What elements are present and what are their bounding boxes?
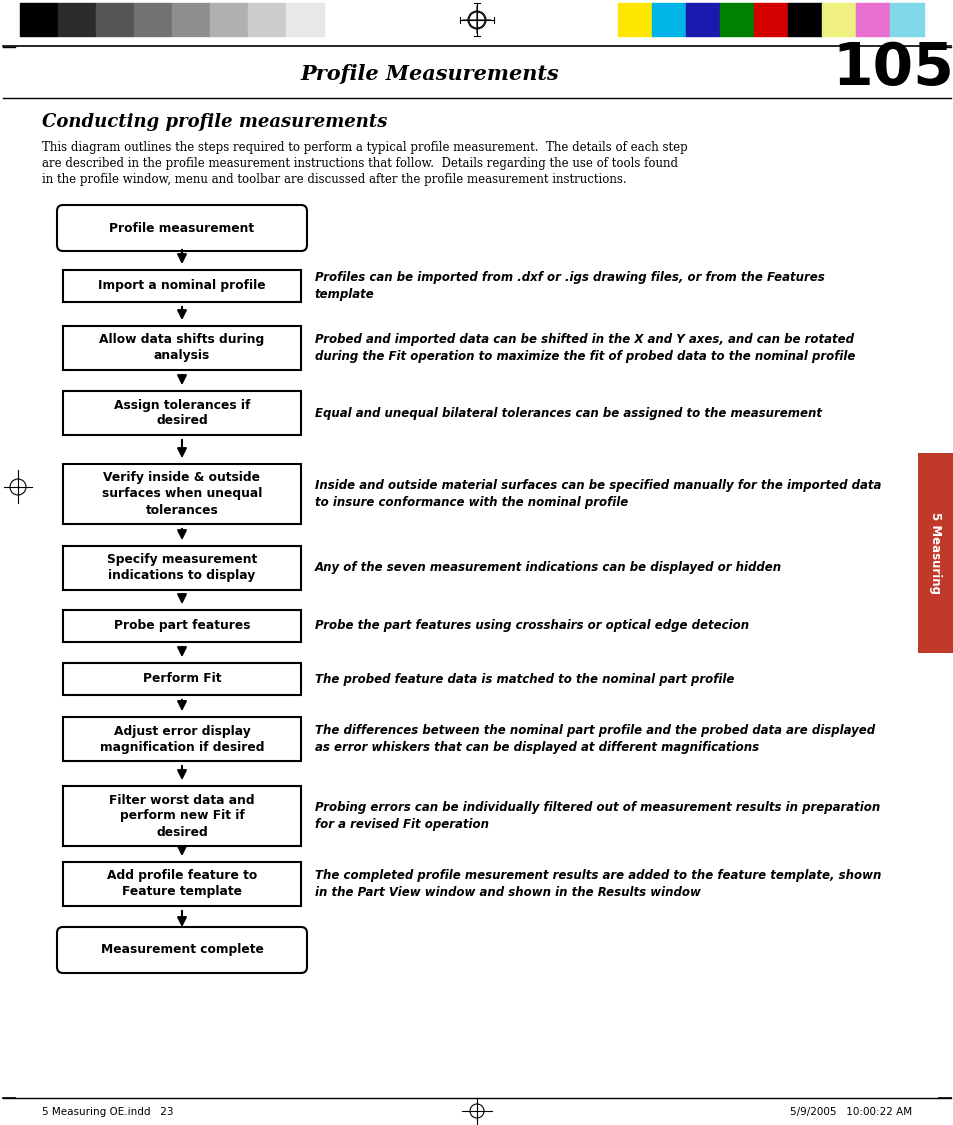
Bar [63,326,301,370]
Text: The probed feature data is matched to the nominal part profile: The probed feature data is matched to th… [314,673,734,685]
Bar [63,610,301,642]
Text: Profile Measurements: Profile Measurements [300,64,558,84]
FancyBboxPatch shape [57,205,307,251]
Bar [618,3,651,36]
Bar [685,3,720,36]
Text: 105: 105 [831,39,953,97]
Text: Conducting profile measurements: Conducting profile measurements [42,112,387,130]
Text: Equal and unequal bilateral tolerances can be assigned to the measurement: Equal and unequal bilateral tolerances c… [314,406,821,420]
Text: Specify measurement
indications to display: Specify measurement indications to displ… [107,554,257,583]
Bar [133,3,172,36]
Bar [63,270,301,302]
Bar [787,3,821,36]
FancyBboxPatch shape [57,927,307,973]
Text: Profiles can be imported from .dxf or .igs drawing files, or from the Features
t: Profiles can be imported from .dxf or .i… [314,271,824,302]
Bar [651,3,685,36]
Text: Verify inside & outside
surfaces when unequal
tolerances: Verify inside & outside surfaces when un… [102,471,262,516]
Text: 5 Measuring: 5 Measuring [928,512,942,594]
Text: Perform Fit: Perform Fit [143,673,221,685]
Bar [58,3,96,36]
Text: Probing errors can be individually filtered out of measurement results in prepar: Probing errors can be individually filte… [314,801,880,831]
Text: This diagram outlines the steps required to perform a typical profile measuremen: This diagram outlines the steps required… [42,142,687,154]
Bar [63,663,301,695]
Bar [248,3,286,36]
Bar [63,786,301,846]
Bar [286,3,324,36]
Bar [96,3,133,36]
Text: are described in the profile measurement instructions that follow.  Details rega: are described in the profile measurement… [42,158,678,171]
Bar [63,546,301,590]
Bar [63,717,301,760]
Text: The differences between the nominal part profile and the probed data are display: The differences between the nominal part… [314,724,874,754]
Bar [63,464,301,524]
Text: Add profile feature to
Feature template: Add profile feature to Feature template [107,870,257,899]
Bar [917,453,953,652]
Text: Inside and outside material surfaces can be specified manually for the imported : Inside and outside material surfaces can… [314,479,881,508]
Bar [172,3,210,36]
Text: Probe the part features using crosshairs or optical edge detecion: Probe the part features using crosshairs… [314,620,748,632]
Bar [753,3,787,36]
Text: Filter worst data and
perform new Fit if
desired: Filter worst data and perform new Fit if… [109,793,254,838]
Text: Profile measurement: Profile measurement [110,222,254,234]
Bar [855,3,889,36]
Bar [20,3,58,36]
Bar [63,862,301,906]
Text: 5/9/2005   10:00:22 AM: 5/9/2005 10:00:22 AM [789,1107,911,1117]
Bar [210,3,248,36]
Text: Adjust error display
magnification if desired: Adjust error display magnification if de… [100,724,264,754]
Text: Allow data shifts during
analysis: Allow data shifts during analysis [99,333,264,362]
Text: Any of the seven measurement indications can be displayed or hidden: Any of the seven measurement indications… [314,561,781,575]
Text: The completed profile mesurement results are added to the feature template, show: The completed profile mesurement results… [314,868,881,899]
Bar [63,392,301,435]
Bar [720,3,753,36]
Text: Measurement complete: Measurement complete [100,944,263,956]
Text: 5 Measuring OE.indd   23: 5 Measuring OE.indd 23 [42,1107,173,1117]
Bar [821,3,855,36]
Text: Import a nominal profile: Import a nominal profile [98,279,266,292]
Text: Probed and imported data can be shifted in the X and Y axes, and can be rotated
: Probed and imported data can be shifted … [314,333,855,363]
Text: in the profile window, menu and toolbar are discussed after the profile measurem: in the profile window, menu and toolbar … [42,173,626,187]
Bar [889,3,923,36]
Text: Probe part features: Probe part features [113,620,250,632]
Text: Assign tolerances if
desired: Assign tolerances if desired [113,398,250,428]
